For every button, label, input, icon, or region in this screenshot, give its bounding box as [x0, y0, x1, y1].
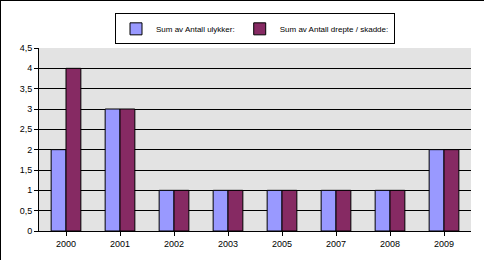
- svg-text:2003: 2003: [218, 239, 238, 249]
- svg-text:1,5: 1,5: [20, 165, 33, 175]
- svg-text:2005: 2005: [272, 239, 292, 249]
- svg-text:Sum av Antall drepte / skadde:: Sum av Antall drepte / skadde:: [280, 25, 389, 34]
- svg-text:2001: 2001: [110, 239, 130, 249]
- svg-text:2000: 2000: [56, 239, 76, 249]
- svg-text:1: 1: [27, 185, 32, 195]
- svg-text:4,5: 4,5: [20, 43, 33, 53]
- svg-text:2009: 2009: [434, 239, 454, 249]
- svg-text:3,5: 3,5: [20, 84, 33, 94]
- svg-text:4: 4: [27, 63, 32, 73]
- svg-text:3: 3: [27, 104, 32, 114]
- svg-text:2002: 2002: [164, 239, 184, 249]
- svg-text:0,5: 0,5: [20, 206, 33, 216]
- svg-text:0: 0: [27, 226, 32, 236]
- svg-text:2,5: 2,5: [20, 124, 33, 134]
- svg-text:2008: 2008: [380, 239, 400, 249]
- svg-text:2007: 2007: [326, 239, 346, 249]
- svg-text:2: 2: [27, 145, 32, 155]
- svg-text:Sum av Antall ulykker:: Sum av Antall ulykker:: [156, 25, 235, 34]
